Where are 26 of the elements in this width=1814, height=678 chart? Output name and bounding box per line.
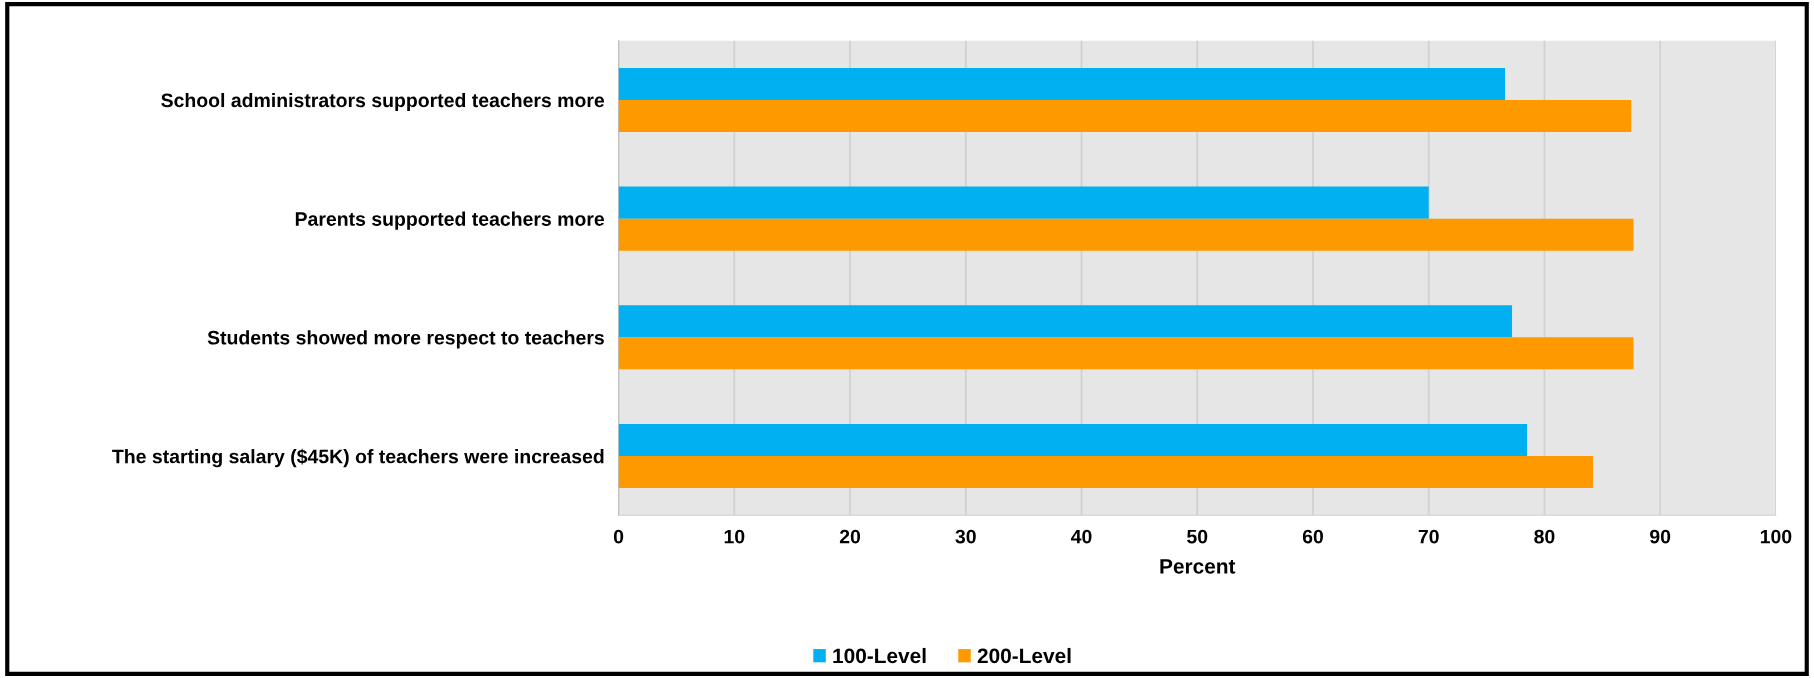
legend-label: 100-Level [833, 647, 926, 664]
bar [618, 186, 1429, 219]
x-tick-label: 20 [839, 529, 861, 544]
legend-label: 200-Level [977, 647, 1071, 664]
y-tick-label: Parents supported teachers more [295, 211, 605, 230]
x-tick-label: 30 [955, 529, 976, 544]
bar [618, 423, 1528, 456]
x-axis-title: Percent [1160, 559, 1236, 574]
bar [618, 218, 1634, 251]
bar [618, 305, 1513, 338]
x-tick-label: 100 [1760, 529, 1792, 544]
bar [618, 337, 1634, 370]
x-tick-label: 10 [724, 529, 745, 544]
bar [618, 100, 1632, 133]
x-tick-label: 50 [1187, 529, 1208, 544]
x-tick-label: 60 [1302, 529, 1323, 544]
x-tick-label: 0 [613, 529, 624, 544]
bar [618, 455, 1594, 488]
x-tick-label: 70 [1418, 529, 1439, 544]
x-tick-label: 80 [1534, 529, 1555, 544]
y-tick-label: School administrators supported teachers more [161, 92, 605, 112]
y-tick-label: Students showed more respect to teachers [207, 330, 604, 349]
x-tick-label: 40 [1070, 529, 1092, 544]
y-tick-label: The starting salary ($45K) of teachers were increased [112, 448, 604, 468]
x-tick-label: 90 [1650, 529, 1671, 544]
bar [618, 67, 1506, 100]
